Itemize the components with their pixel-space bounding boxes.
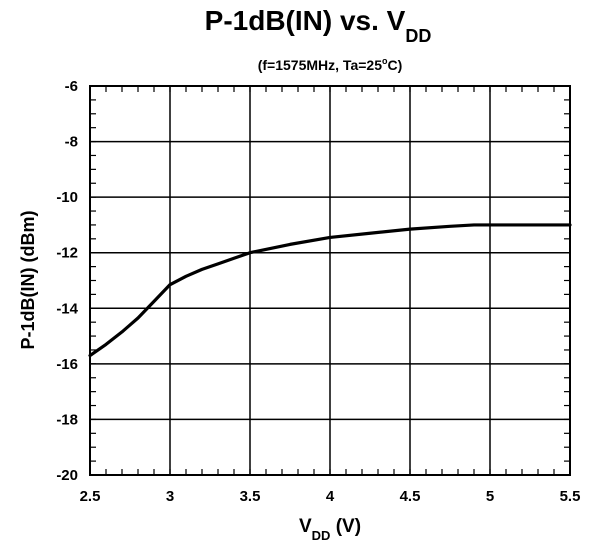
chart-subtitle-prefix: (f=1575MHz, Ta=25 [258,57,382,73]
x-tick-label: 3 [166,488,174,505]
x-tick-label: 4 [326,488,335,505]
x-tick-label: 4.5 [400,488,421,505]
chart-title-main: P-1dB(IN) vs. V [205,5,406,36]
y-axis-label: P-1dB(IN) (dBm) [18,211,38,350]
x-axis-label-subscript: DD [312,528,331,543]
y-tick-label: -20 [56,467,78,484]
y-tick-label: -18 [56,411,78,428]
x-tick-label: 5.5 [560,488,581,505]
x-tick-label: 2.5 [80,488,101,505]
chart-subtitle-suffix: C) [387,57,402,73]
x-axis-label-main: V [299,516,312,537]
y-tick-labels: -20 -18 -16 -14 -12 -10 -8 -6 [56,78,78,484]
chart-subtitle: (f=1575MHz, Ta=25oC) [258,56,403,73]
y-tick-label: -6 [65,78,78,95]
x-axis-label-unit: (V) [330,516,361,537]
chart-title-subscript: DD [405,26,431,46]
x-axis-label: VDD (V) [299,516,361,543]
y-tick-label: -16 [56,356,78,373]
x-tick-label: 5 [486,488,494,505]
grid-lines [90,86,570,475]
x-tick-label: 3.5 [240,488,261,505]
x-tick-labels: 2.5 3 3.5 4 4.5 5 5.5 [80,488,581,505]
y-tick-label: -12 [56,245,78,262]
y-tick-label: -14 [56,300,78,317]
y-tick-label: -8 [65,134,78,151]
chart-title: P-1dB(IN) vs. VDD [205,5,432,46]
y-tick-label: -10 [56,189,78,206]
